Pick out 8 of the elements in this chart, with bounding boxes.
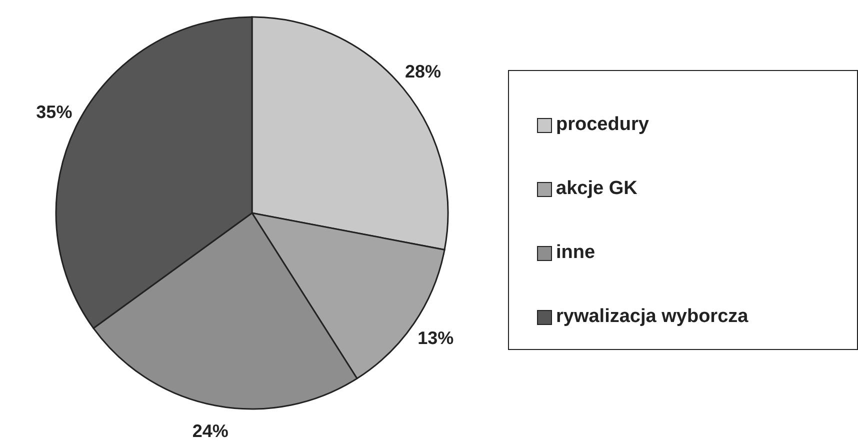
legend-label: akcje GK xyxy=(556,178,638,200)
data-label: 13% xyxy=(418,328,454,348)
legend-label: inne xyxy=(556,242,596,264)
data-label: 28% xyxy=(405,61,442,82)
legend-label: rywalizacja wyborcza xyxy=(556,306,748,328)
legend-label: procedury xyxy=(556,114,649,136)
data-label: 35% xyxy=(36,102,72,122)
data-label: 24% xyxy=(192,421,228,442)
